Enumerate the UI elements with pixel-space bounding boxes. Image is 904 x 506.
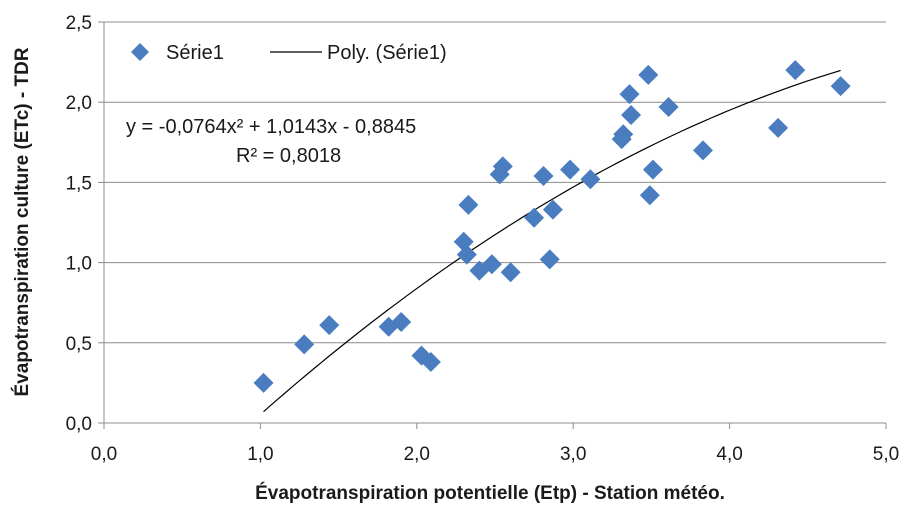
y-tick-label-4: 2,0 bbox=[66, 93, 92, 114]
data-point-25 bbox=[638, 64, 659, 85]
y-tick-label-0: 0,0 bbox=[66, 414, 92, 435]
data-point-6 bbox=[420, 352, 441, 373]
data-points bbox=[253, 60, 851, 393]
y-tick-label-5: 2,5 bbox=[66, 13, 92, 34]
data-point-13 bbox=[492, 156, 513, 177]
data-point-26 bbox=[639, 185, 660, 206]
axes bbox=[98, 21, 887, 429]
legend-marker-diamond bbox=[131, 43, 149, 61]
data-point-30 bbox=[768, 117, 789, 138]
trendline-curve bbox=[263, 69, 841, 413]
x-tick-label-2: 2,0 bbox=[404, 444, 430, 465]
data-point-8 bbox=[456, 244, 477, 265]
data-point-19 bbox=[560, 159, 581, 180]
data-point-20 bbox=[580, 169, 601, 190]
y-tick-label-1: 0,5 bbox=[66, 334, 92, 355]
data-point-31 bbox=[785, 60, 806, 81]
trendline-group bbox=[263, 69, 841, 413]
data-point-18 bbox=[542, 199, 563, 220]
y-axis-ticks: 0,0 0,5 1,0 1,5 2,0 2,5 bbox=[66, 13, 92, 435]
legend-label-trendline: Poly. (Série1) bbox=[327, 42, 447, 64]
x-tick-label-0: 0,0 bbox=[91, 444, 117, 465]
data-point-27 bbox=[642, 159, 663, 180]
x-tick-label-5: 5,0 bbox=[873, 444, 899, 465]
data-point-2 bbox=[319, 315, 340, 336]
x-axis-ticks: 0,0 1,0 2,0 3,0 4,0 5,0 bbox=[91, 444, 899, 465]
trendline-equation: y = -0,0764x² + 1,0143x - 0,8845 bbox=[126, 116, 416, 138]
x-axis-title: Évapotranspiration potentielle (Etp) - S… bbox=[255, 482, 725, 504]
data-point-11 bbox=[481, 254, 502, 275]
data-point-9 bbox=[458, 194, 479, 215]
x-tick-label-4: 4,0 bbox=[716, 444, 742, 465]
y-axis-title: Évapotranspiration culture (ETc) - TDR bbox=[11, 47, 33, 396]
data-point-15 bbox=[524, 207, 545, 228]
data-point-1 bbox=[294, 334, 315, 355]
y-tick-label-3: 1,5 bbox=[66, 173, 92, 194]
x-tick-label-3: 3,0 bbox=[560, 444, 586, 465]
trendline-r-squared: R² = 0,8018 bbox=[236, 145, 341, 167]
data-point-4 bbox=[391, 311, 412, 332]
gridlines bbox=[104, 21, 886, 344]
data-point-22 bbox=[613, 124, 634, 145]
legend: Série1 Poly. (Série1) bbox=[131, 42, 447, 64]
data-point-32 bbox=[830, 76, 851, 97]
y-tick-label-2: 1,0 bbox=[66, 254, 92, 275]
data-point-29 bbox=[693, 140, 714, 161]
data-point-0 bbox=[253, 372, 274, 393]
data-point-17 bbox=[539, 249, 560, 270]
data-point-23 bbox=[619, 84, 640, 105]
x-tick-label-1: 1,0 bbox=[247, 444, 273, 465]
data-point-16 bbox=[533, 165, 554, 186]
data-point-24 bbox=[621, 105, 642, 126]
legend-label-series1: Série1 bbox=[166, 42, 224, 64]
data-point-28 bbox=[658, 97, 679, 118]
data-point-14 bbox=[500, 262, 521, 283]
